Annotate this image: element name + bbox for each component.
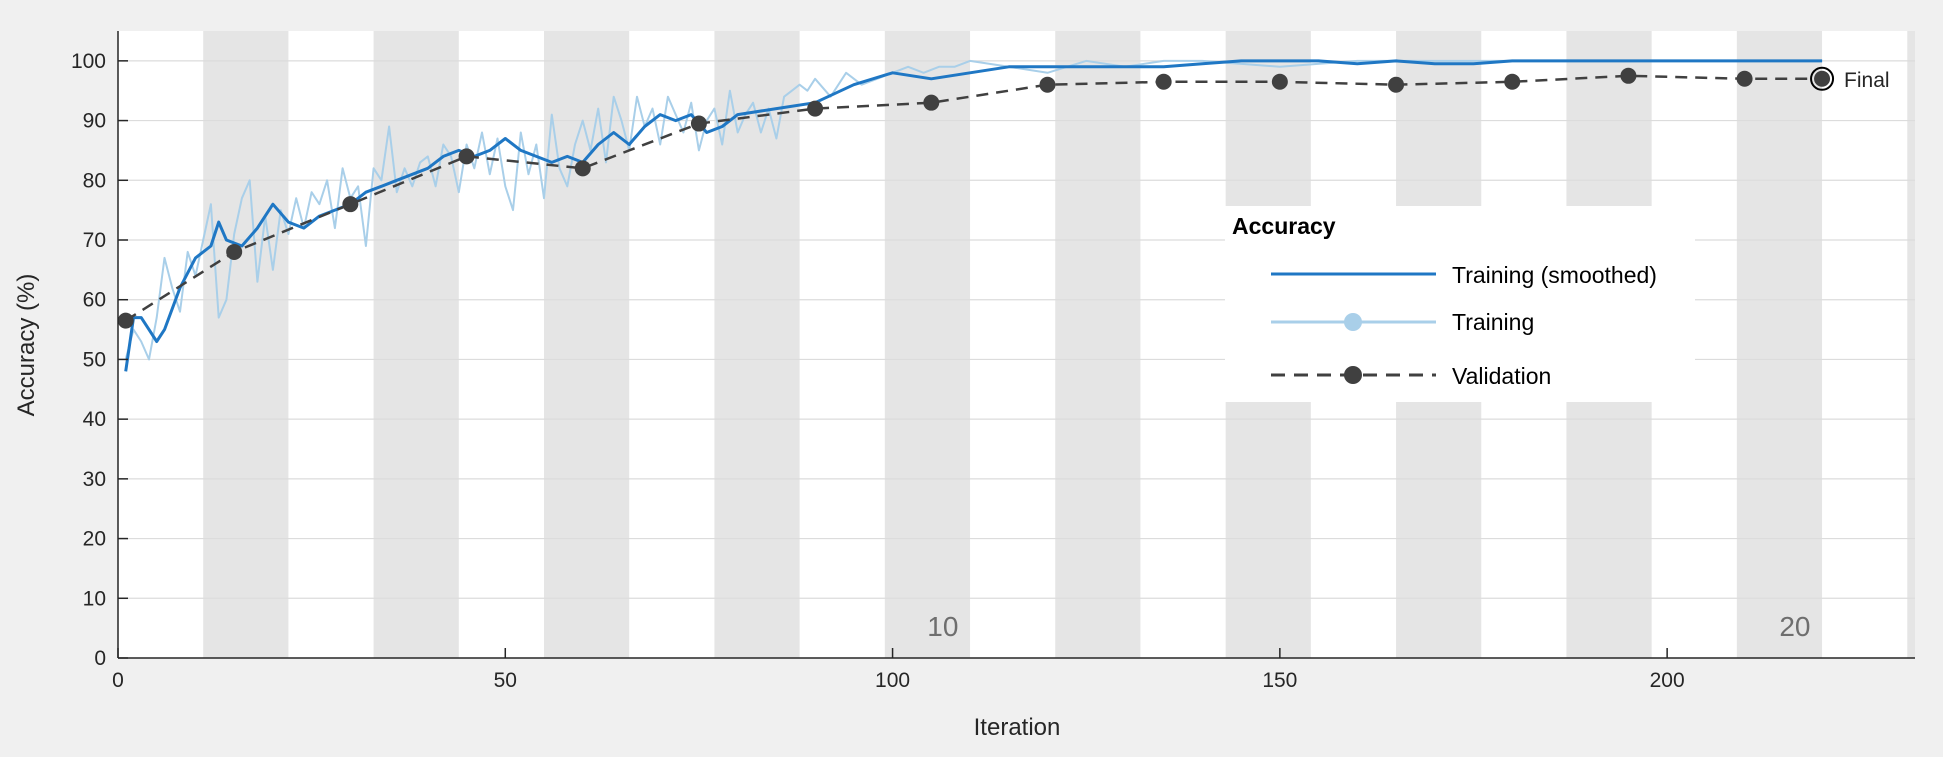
epoch-band	[714, 31, 800, 658]
x-axis-title: Iteration	[974, 714, 1061, 741]
validation-point	[1736, 70, 1753, 87]
legend-label-training: Training	[1452, 309, 1534, 335]
epoch-band	[1907, 31, 1915, 658]
epoch-band	[203, 31, 289, 658]
x-tick-label: 50	[494, 669, 517, 692]
epoch-band	[373, 31, 459, 658]
x-tick-label: 150	[1262, 669, 1297, 692]
y-tick-label: 90	[83, 110, 106, 133]
y-axis-title: Accuracy (%)	[13, 274, 40, 417]
legend-title: Accuracy	[1232, 213, 1336, 239]
epoch-label: 20	[1779, 611, 1810, 642]
epoch-label: 10	[927, 611, 958, 642]
validation-point	[458, 148, 475, 165]
epoch-band	[1055, 31, 1141, 658]
training-smoothed-line	[124, 59, 1823, 372]
legend-label-smoothed: Training (smoothed)	[1452, 262, 1657, 288]
legend-training-marker	[1344, 313, 1362, 331]
x-tick-label: 200	[1650, 669, 1685, 692]
final-marker: Final	[1810, 66, 1890, 92]
validation-point	[1388, 76, 1405, 93]
validation-point	[690, 115, 707, 132]
validation-point	[1620, 67, 1637, 84]
y-tick-label: 70	[83, 229, 106, 252]
validation-point	[923, 94, 940, 111]
epoch-labels: 10 20	[927, 611, 1810, 642]
y-tick-label: 100	[71, 50, 106, 73]
y-tick-label: 50	[83, 348, 106, 371]
x-tick-label: 0	[112, 669, 124, 692]
epoch-band	[1736, 31, 1823, 658]
x-tick-label: 100	[875, 669, 910, 692]
validation-point	[342, 196, 359, 213]
validation-point	[1155, 73, 1172, 90]
y-tick-label: 10	[83, 587, 106, 610]
validation-point	[117, 312, 134, 329]
validation-point	[807, 100, 824, 117]
validation-series	[117, 67, 1831, 329]
epoch-band	[884, 31, 971, 658]
legend-box	[1225, 206, 1695, 402]
legend-validation-marker	[1344, 366, 1362, 384]
epoch-band	[544, 31, 630, 658]
y-tick-label: 60	[83, 289, 106, 312]
legend-label-validation: Validation	[1452, 363, 1551, 389]
y-tick-label: 20	[83, 528, 106, 551]
y-tick-label: 80	[83, 169, 106, 192]
validation-point	[1039, 76, 1056, 93]
smoothed-series	[124, 59, 1823, 372]
validation-point	[1271, 73, 1288, 90]
validation-point	[226, 243, 243, 260]
axes: 0 10 20 30 40 50 60 70 80 90 100 0 50 100 150 200	[71, 31, 1915, 692]
y-tick-label: 30	[83, 468, 106, 491]
legend: Accuracy Training (smoothed) Training Va…	[1225, 206, 1695, 402]
final-marker-ring	[1810, 66, 1835, 91]
final-label: Final	[1844, 69, 1890, 92]
y-tick-label: 0	[94, 647, 106, 670]
validation-point	[1504, 73, 1521, 90]
y-tick-label: 40	[83, 408, 106, 431]
validation-point	[574, 160, 591, 177]
final-marker-dot	[1815, 71, 1830, 86]
